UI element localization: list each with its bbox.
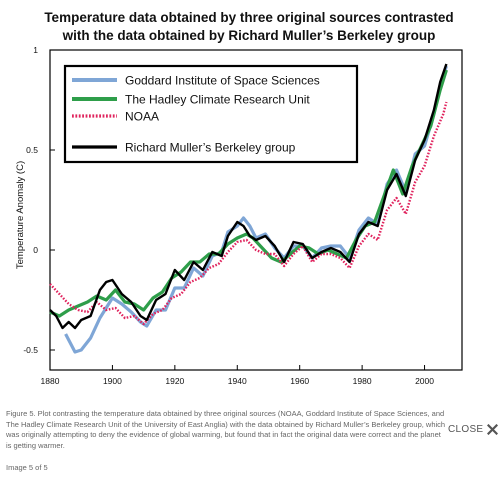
x-tick-label: 1900 (103, 376, 122, 386)
close-button[interactable]: CLOSE (448, 424, 499, 435)
y-tick-label: -0.5 (23, 345, 38, 355)
legend-label: Goddard Institute of Space Sciences (125, 74, 320, 88)
chart-title-line-1: Temperature data obtained by three origi… (44, 10, 453, 25)
y-tick-label: 0 (33, 245, 38, 255)
y-axis-label: Temperature Anomaly (C) (15, 161, 26, 269)
series-line-4 (49, 63, 448, 330)
chart-title-line-2: with the data obtained by Richard Muller… (62, 28, 436, 43)
legend-label: The Hadley Climate Research Unit (125, 93, 310, 107)
chart: Temperature data obtained by three origi… (15, 10, 463, 386)
image-counter: Image 5 of 5 (6, 463, 48, 472)
x-tick-label: 2000 (415, 376, 434, 386)
figure-caption: Figure 5. Plot contrasting the temperatu… (6, 409, 446, 450)
plot-frame (49, 49, 463, 371)
legend-label: Richard Muller’s Berkeley group (125, 141, 296, 155)
y-tick-label: 0.5 (26, 145, 38, 155)
x-tick-label: 1880 (41, 376, 60, 386)
close-icon (487, 424, 499, 435)
y-tick-label: 1 (33, 45, 38, 55)
series-line-3 (49, 101, 448, 326)
legend-label: NOAA (125, 110, 159, 124)
x-tick-label: 1960 (290, 376, 309, 386)
x-tick-label: 1920 (165, 376, 184, 386)
x-tick-label: 1940 (228, 376, 247, 386)
close-label: CLOSE (448, 424, 484, 435)
x-tick-label: 1980 (353, 376, 372, 386)
